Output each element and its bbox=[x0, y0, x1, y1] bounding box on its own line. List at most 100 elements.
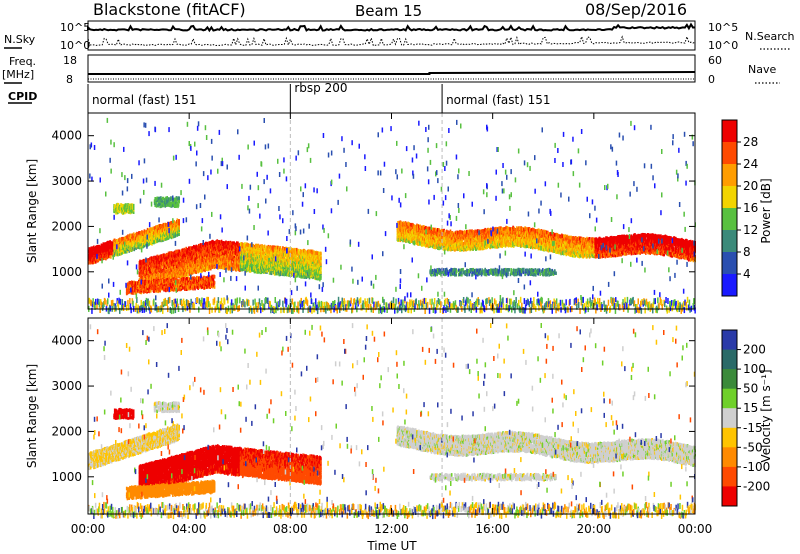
range-gate-cell bbox=[386, 307, 388, 313]
range-gate-cell bbox=[119, 298, 122, 305]
nsearch-tick-top: 10^5 bbox=[708, 21, 738, 34]
range-gate-cell bbox=[162, 307, 164, 314]
range-gate-cell bbox=[551, 307, 553, 314]
nsearch-label: N.Search bbox=[745, 30, 795, 43]
range-gate-cell bbox=[476, 300, 479, 307]
range-gate-cell bbox=[292, 307, 294, 314]
range-gate-cell bbox=[261, 300, 263, 306]
range-gate-cell bbox=[493, 307, 495, 314]
range-gate-cell bbox=[675, 300, 677, 307]
range-gate-cell bbox=[583, 303, 586, 309]
range-gate-cell bbox=[519, 296, 522, 303]
range-gate-cell bbox=[351, 306, 354, 313]
range-gate-cell bbox=[297, 307, 300, 314]
range-gate-cell bbox=[667, 298, 669, 304]
range-gate-cell bbox=[110, 300, 113, 307]
range-gate-cell bbox=[91, 253, 93, 258]
range-gate-cell bbox=[220, 297, 223, 304]
range-gate-cell bbox=[101, 247, 103, 252]
range-gate-cell bbox=[122, 305, 125, 311]
range-gate-cell bbox=[131, 237, 133, 242]
range-gate-cell bbox=[581, 296, 583, 303]
nsearch-trace bbox=[87, 35, 696, 47]
range-gate-cell bbox=[306, 300, 309, 307]
range-gate-cell bbox=[263, 304, 266, 311]
range-gate-cell bbox=[180, 300, 183, 307]
range-gate-cell bbox=[567, 306, 569, 313]
range-gate-cell bbox=[367, 304, 369, 310]
range-gate-cell bbox=[684, 299, 686, 306]
range-gate-cell bbox=[605, 304, 607, 311]
range-gate-cell bbox=[340, 304, 342, 311]
range-gate-cell bbox=[132, 203, 135, 208]
range-gate-cell bbox=[402, 299, 404, 306]
range-gate-cell bbox=[291, 298, 294, 305]
range-gate-cell bbox=[259, 303, 261, 310]
range-gate-cell bbox=[107, 298, 109, 305]
range-gate-cell bbox=[193, 303, 196, 310]
range-gate-cell bbox=[172, 302, 174, 309]
range-gate-cell bbox=[223, 298, 226, 305]
range-gate-cell bbox=[555, 298, 558, 305]
beam-title: Beam 15 bbox=[355, 2, 422, 20]
range-gate-cell bbox=[669, 300, 671, 307]
range-gate-cell bbox=[291, 307, 293, 314]
range-gate-cell bbox=[429, 298, 431, 305]
range-gate-cell bbox=[524, 307, 526, 314]
range-gate-cell bbox=[634, 307, 636, 314]
range-gate-cell bbox=[586, 301, 588, 308]
range-gate-cell bbox=[300, 297, 302, 304]
range-gate-cell bbox=[206, 302, 209, 308]
range-gate-cell bbox=[287, 304, 290, 311]
range-gate-cell bbox=[88, 297, 91, 304]
range-gate-cell bbox=[683, 307, 686, 314]
range-gate-cell bbox=[683, 301, 685, 308]
range-gate-cell bbox=[330, 307, 332, 314]
range-gate-cell bbox=[446, 297, 448, 304]
range-gate-cell bbox=[208, 308, 211, 314]
range-gate-cell bbox=[536, 299, 538, 306]
range-gate-cell bbox=[178, 232, 180, 236]
range-gate-cell bbox=[221, 303, 223, 310]
range-gate-cell bbox=[222, 303, 225, 310]
range-gate-cell bbox=[312, 302, 314, 309]
range-gate-cell bbox=[514, 301, 517, 308]
range-gate-cell bbox=[169, 307, 172, 313]
range-gate-cell bbox=[622, 299, 624, 306]
range-gate-cell bbox=[528, 301, 531, 308]
range-gate-cell bbox=[103, 256, 105, 260]
range-gate-cell bbox=[239, 297, 241, 304]
range-gate-cell bbox=[639, 304, 641, 311]
range-gate-cell bbox=[485, 298, 487, 305]
range-gate-cell bbox=[519, 306, 521, 313]
range-gate-cell bbox=[595, 307, 597, 314]
range-gate-cell bbox=[120, 304, 123, 311]
range-gate-cell bbox=[619, 304, 621, 311]
range-gate-cell bbox=[692, 303, 694, 309]
range-gate-cell bbox=[410, 307, 412, 314]
range-gate-cell bbox=[299, 303, 302, 310]
range-gate-cell bbox=[554, 300, 557, 307]
range-gate-cell bbox=[105, 244, 107, 248]
range-gate-cell bbox=[201, 297, 203, 304]
range-gate-cell bbox=[686, 304, 688, 311]
range-gate-cell bbox=[497, 303, 500, 310]
range-gate-cell bbox=[422, 298, 424, 305]
range-gate-cell bbox=[414, 303, 416, 310]
range-gate-cell bbox=[130, 307, 132, 314]
range-gate-cell bbox=[433, 298, 436, 304]
range-gate-cell bbox=[664, 301, 666, 308]
range-gate-cell bbox=[426, 301, 429, 308]
range-gate-cell bbox=[407, 307, 410, 314]
range-gate-cell bbox=[393, 303, 395, 310]
range-gate-cell bbox=[614, 302, 616, 309]
range-gate-cell bbox=[205, 301, 208, 307]
range-gate-cell bbox=[148, 300, 151, 307]
range-gate-cell bbox=[373, 301, 375, 308]
header: Blackstone (fitACF) Beam 15 08/Sep/2016 bbox=[93, 0, 687, 20]
range-gate-cell bbox=[445, 304, 448, 311]
range-gate-cell bbox=[252, 299, 254, 306]
range-gate-cell bbox=[292, 302, 295, 309]
range-gate-cell bbox=[230, 302, 232, 309]
range-gate-cell bbox=[508, 305, 510, 312]
